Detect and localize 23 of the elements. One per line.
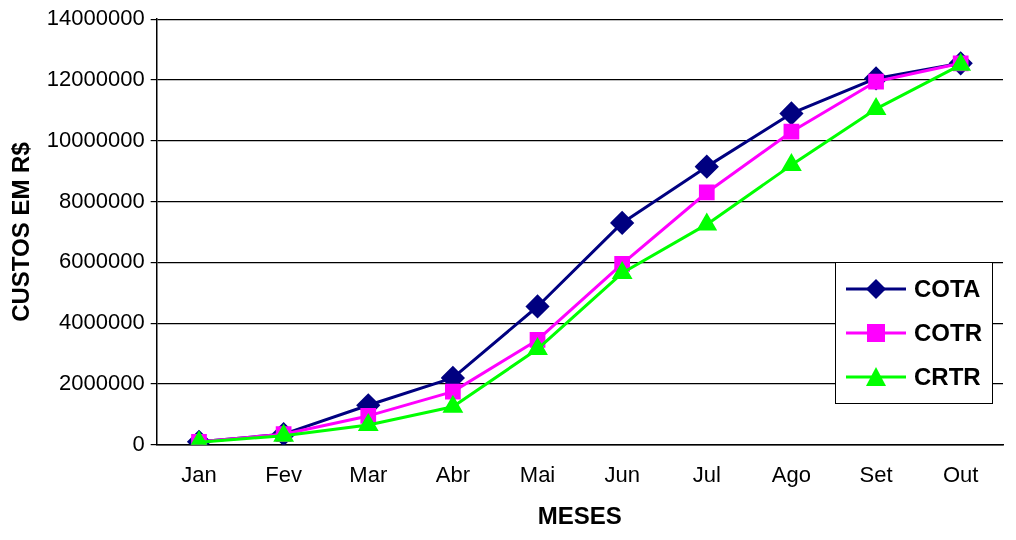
x-tick-label: Out (942, 462, 979, 488)
legend-label: COTR (914, 318, 982, 347)
x-tick-label: Ago (771, 462, 811, 488)
legend-label: COTA (914, 274, 981, 303)
legend-label: CRTR (914, 362, 981, 391)
x-tick-label: Mar (349, 462, 388, 488)
x-axis-title: MESES (537, 502, 622, 530)
x-tick-label: Jul (692, 462, 721, 488)
y-tick-label: 4000000 (59, 309, 145, 335)
y-tick-label: 6000000 (59, 248, 145, 274)
y-tick-label: 0 (132, 430, 145, 456)
y-tick-label: 12000000 (46, 66, 145, 92)
x-tick-label: Mai (519, 462, 556, 488)
x-tick-label: Abr (435, 462, 471, 488)
y-tick-label: 14000000 (46, 5, 145, 31)
y-tick-label: 10000000 (46, 126, 145, 152)
x-tick-label: Fev (265, 462, 302, 488)
x-tick-label: Set (859, 462, 893, 488)
y-tick-label: 8000000 (59, 187, 145, 213)
y-axis-title: CUSTOS EM R$ (7, 141, 35, 322)
x-tick-label: Jan (181, 462, 217, 488)
y-tick-label: 2000000 (59, 370, 145, 396)
x-tick-label: Jun (604, 462, 640, 488)
